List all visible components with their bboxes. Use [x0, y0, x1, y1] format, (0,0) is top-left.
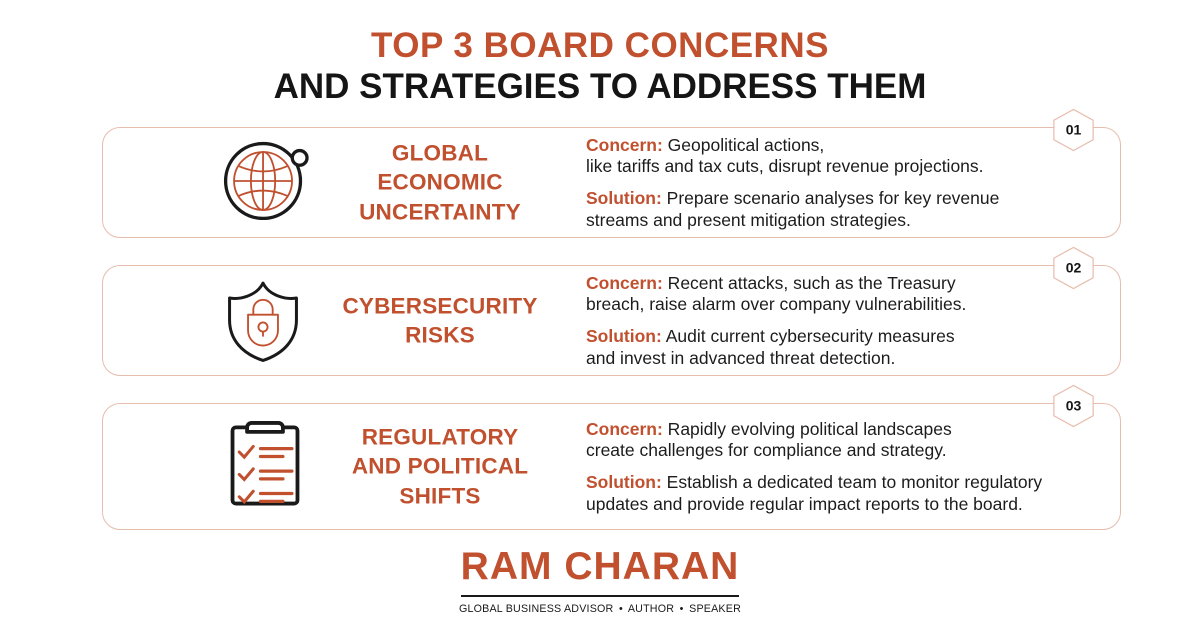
svg-text:03: 03 [1066, 398, 1082, 414]
